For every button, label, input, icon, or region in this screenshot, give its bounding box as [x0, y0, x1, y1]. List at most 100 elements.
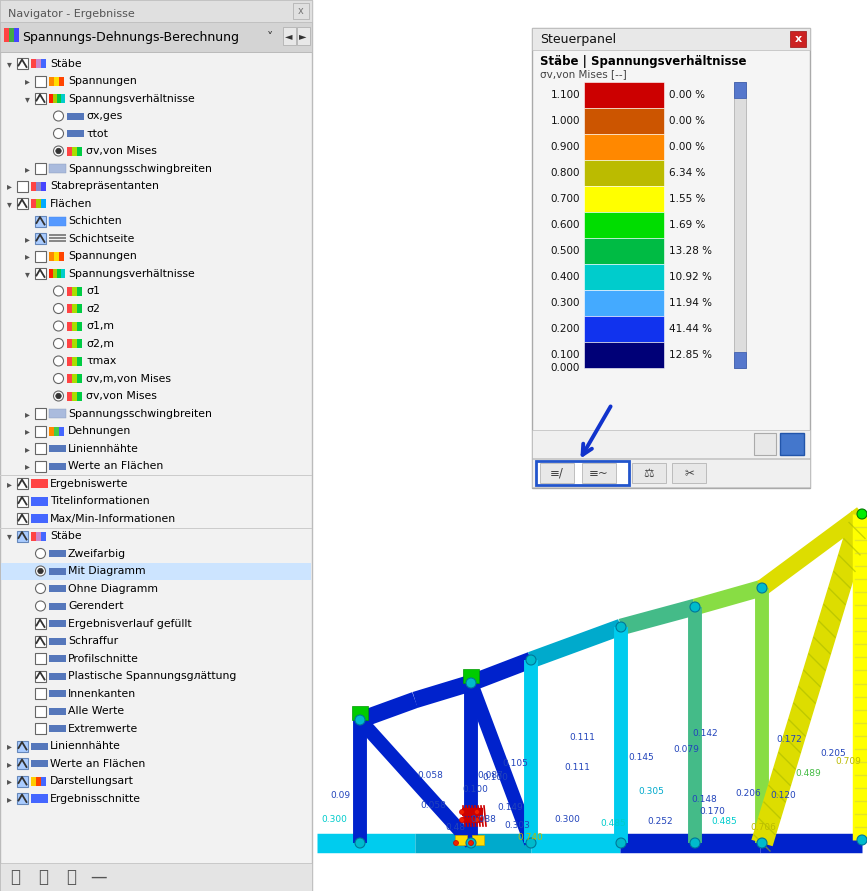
Text: 0.305: 0.305 [638, 788, 664, 797]
Bar [31, 776, 36, 786]
Bar [31, 182, 36, 191]
Bar [49, 217, 66, 225]
Circle shape [474, 818, 479, 822]
Text: 0.145: 0.145 [628, 753, 654, 762]
Circle shape [55, 393, 62, 399]
Bar [59, 77, 64, 86]
Bar [455, 835, 467, 845]
Bar [31, 532, 36, 541]
Text: τmax: τmax [86, 356, 116, 366]
Text: ⚖: ⚖ [644, 467, 655, 479]
Text: ▸: ▸ [24, 251, 29, 261]
Bar [49, 234, 66, 236]
Bar [17, 478, 28, 489]
Text: 12.85 %: 12.85 % [669, 350, 712, 360]
Text: —: — [91, 868, 108, 886]
Text: Alle Werte: Alle Werte [68, 707, 124, 716]
Bar [72, 146, 77, 156]
Circle shape [54, 111, 63, 121]
Bar [49, 707, 66, 715]
Text: Ohne Diagramm: Ohne Diagramm [68, 584, 158, 593]
Bar [532, 430, 810, 458]
Bar [67, 322, 72, 331]
Text: 0.600: 0.600 [551, 220, 580, 230]
Bar [754, 433, 776, 455]
Bar [584, 264, 664, 290]
Bar [31, 59, 36, 68]
Bar [0, 475, 312, 476]
Text: σv,von Mises: σv,von Mises [86, 146, 157, 156]
Bar [49, 550, 66, 557]
Text: 0.500: 0.500 [551, 246, 580, 256]
Text: 0.48: 0.48 [445, 822, 465, 831]
Bar [67, 391, 72, 400]
Circle shape [38, 568, 43, 574]
Bar [41, 199, 46, 208]
Bar [35, 250, 46, 261]
Text: Werte an Flächen: Werte an Flächen [50, 759, 146, 769]
Bar [54, 427, 59, 436]
Bar [584, 82, 664, 108]
Bar [49, 240, 66, 242]
Text: Darstellungsart: Darstellungsart [50, 776, 134, 786]
Text: ▾: ▾ [7, 59, 11, 69]
Text: Spannungen: Spannungen [68, 251, 137, 261]
Circle shape [36, 584, 45, 593]
Bar [35, 443, 46, 454]
Text: Spannungsverhältnisse: Spannungsverhältnisse [68, 269, 195, 279]
Bar [49, 673, 66, 680]
Bar [49, 94, 53, 103]
Text: 0.111: 0.111 [569, 733, 595, 742]
Text: Navigator - Ergebnisse: Navigator - Ergebnisse [8, 9, 134, 19]
Bar [584, 134, 664, 160]
Bar [35, 635, 46, 647]
Bar [35, 706, 46, 716]
Text: σv,von Mises: σv,von Mises [86, 391, 157, 401]
Bar [582, 463, 616, 483]
Bar [734, 352, 746, 368]
Bar [0, 0, 312, 22]
Text: 1.55 %: 1.55 % [669, 194, 706, 204]
Text: ≡~: ≡~ [589, 467, 609, 479]
Bar [41, 776, 46, 786]
Bar [780, 433, 804, 455]
Bar [35, 233, 46, 244]
Text: ▸: ▸ [24, 409, 29, 419]
Text: 0.079: 0.079 [673, 746, 699, 755]
Text: 🎬: 🎬 [66, 868, 76, 886]
Bar [0, 0, 312, 891]
Text: 0.00 %: 0.00 % [669, 90, 705, 100]
Bar [35, 163, 46, 174]
Text: ▾: ▾ [24, 269, 29, 279]
Text: 0.700: 0.700 [551, 194, 580, 204]
Text: ▸: ▸ [24, 444, 29, 454]
Bar [31, 794, 48, 803]
Text: Ergebnisschnitte: Ergebnisschnitte [50, 794, 141, 804]
Circle shape [36, 566, 45, 576]
Text: ▾: ▾ [24, 94, 29, 103]
Circle shape [690, 838, 700, 848]
Circle shape [54, 373, 63, 383]
Text: 0.142: 0.142 [692, 729, 718, 738]
Bar [49, 585, 66, 592]
Bar [72, 356, 77, 365]
Text: 0.709: 0.709 [835, 757, 861, 766]
Text: σv,von Mises [--]: σv,von Mises [--] [540, 69, 627, 79]
Bar [472, 835, 484, 845]
Bar [77, 391, 82, 400]
Text: Werte an Flächen: Werte an Flächen [68, 462, 163, 471]
Bar [67, 146, 72, 156]
Bar [532, 28, 810, 50]
Text: 0.740: 0.740 [517, 833, 543, 843]
Text: ▸: ▸ [24, 77, 29, 86]
Text: ◄: ◄ [285, 31, 293, 41]
Bar [536, 461, 629, 485]
Text: σ1: σ1 [86, 286, 100, 296]
Text: ▸: ▸ [24, 462, 29, 471]
Bar [54, 251, 59, 260]
Text: 11.94 %: 11.94 % [669, 298, 712, 308]
Bar [584, 316, 664, 342]
Bar [35, 216, 46, 226]
Text: 0.252: 0.252 [647, 818, 673, 827]
Bar [77, 356, 82, 365]
